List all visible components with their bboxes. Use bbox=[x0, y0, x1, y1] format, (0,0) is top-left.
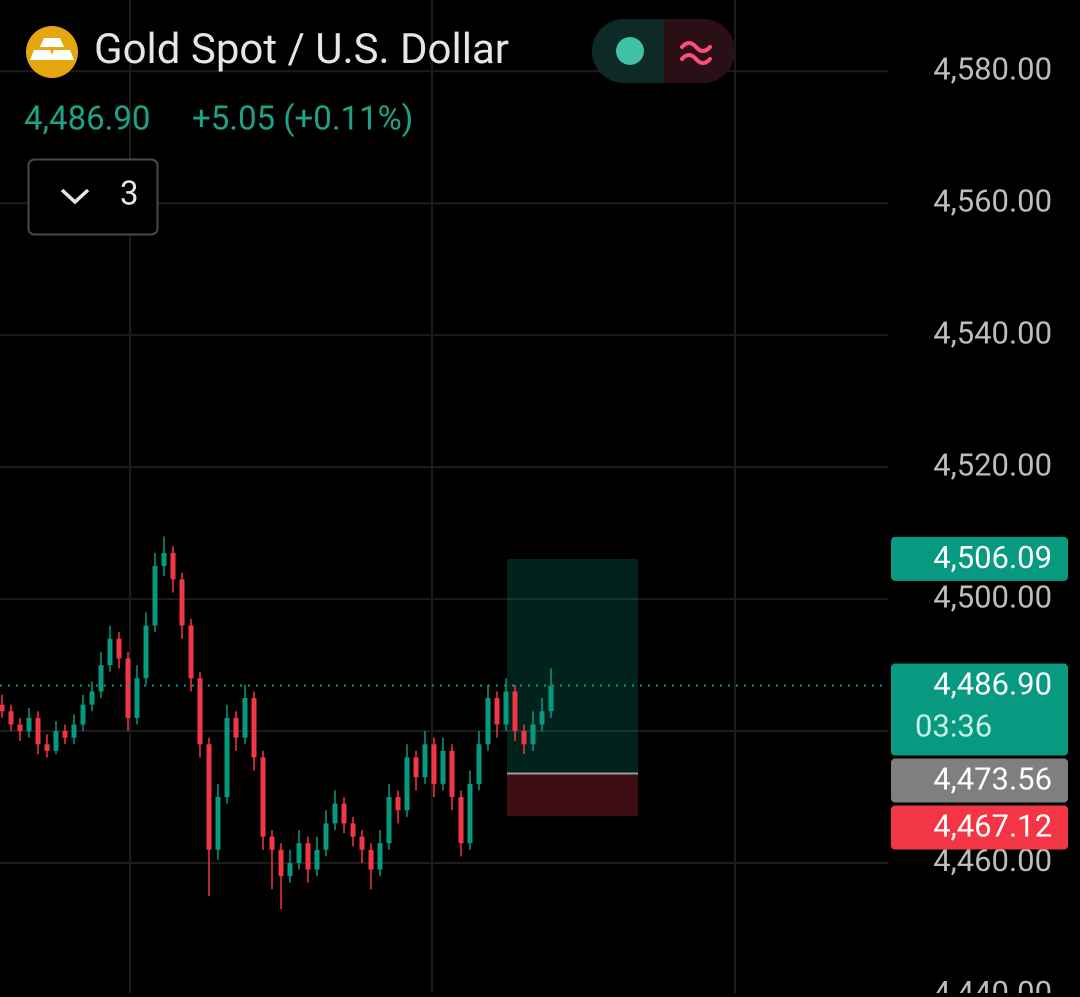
candle-body bbox=[404, 757, 410, 811]
candle-body bbox=[188, 625, 194, 679]
price-change: +5.05 (+0.11%) bbox=[192, 100, 413, 139]
candle-body bbox=[26, 717, 32, 732]
candle-body bbox=[152, 566, 158, 626]
candle-body bbox=[260, 757, 266, 837]
approx-icon bbox=[680, 41, 712, 65]
candle-body bbox=[323, 823, 329, 850]
indicators-count: 3 bbox=[120, 175, 139, 214]
candle-body bbox=[134, 678, 140, 718]
candle-body bbox=[512, 691, 518, 732]
candle-body bbox=[377, 843, 383, 870]
candle-body bbox=[53, 731, 59, 751]
price-tag bbox=[891, 758, 1068, 803]
candle-body bbox=[251, 698, 257, 758]
candle-body bbox=[530, 724, 536, 745]
candle-body bbox=[431, 744, 437, 784]
candle-body bbox=[116, 638, 122, 659]
candle-body bbox=[35, 717, 41, 745]
loss-zone bbox=[507, 773, 638, 817]
market-open-dot bbox=[616, 37, 644, 65]
candle-body bbox=[386, 797, 392, 844]
y-tick-label: 4,440.00 bbox=[933, 974, 1052, 993]
candle-body bbox=[269, 836, 275, 850]
candle-body bbox=[503, 691, 509, 725]
candle-body bbox=[98, 665, 104, 692]
candle-body bbox=[44, 744, 50, 751]
candle-body bbox=[350, 823, 356, 837]
candle-body bbox=[368, 849, 374, 870]
status-toggle[interactable] bbox=[592, 19, 735, 83]
candle-body bbox=[332, 803, 338, 824]
header: Gold Spot / U.S. Dollar 4,486.90 +5.05 (… bbox=[24, 19, 735, 236]
candle-body bbox=[8, 711, 14, 725]
candle-body bbox=[413, 757, 419, 778]
price-tag-label: 4,506.09 bbox=[933, 539, 1052, 576]
candle-body bbox=[548, 685, 554, 712]
countdown: 03:36 bbox=[915, 708, 992, 745]
price-tag bbox=[891, 663, 1068, 756]
candle-body bbox=[422, 744, 428, 778]
candle-body bbox=[242, 698, 248, 738]
y-tick-label: 4,580.00 bbox=[933, 50, 1052, 87]
candle-body bbox=[233, 717, 239, 738]
candle-body bbox=[224, 717, 230, 798]
candle-body bbox=[62, 731, 68, 738]
price-tag-label: 4,467.12 bbox=[933, 808, 1052, 845]
candle-body bbox=[170, 552, 176, 580]
gold-bars bbox=[30, 38, 74, 60]
candle-body bbox=[341, 803, 347, 824]
candle-body bbox=[359, 836, 365, 850]
last-price: 4,486.90 bbox=[24, 100, 150, 139]
chevron-down bbox=[60, 188, 90, 205]
candle-body bbox=[305, 843, 311, 870]
candle-body bbox=[494, 698, 500, 725]
candle-body bbox=[278, 849, 284, 877]
candle-body bbox=[197, 678, 203, 745]
candle-body bbox=[179, 579, 185, 626]
candle-body bbox=[440, 750, 446, 784]
candle-body bbox=[80, 704, 86, 725]
candle-body bbox=[89, 691, 95, 705]
candle-body bbox=[539, 711, 545, 725]
candle-body bbox=[107, 638, 113, 666]
profit-zone bbox=[507, 558, 638, 774]
candle-body bbox=[467, 783, 473, 844]
candle-body bbox=[161, 552, 167, 567]
candle-body bbox=[143, 625, 149, 679]
candle-body bbox=[17, 724, 23, 732]
candle-body bbox=[395, 797, 401, 811]
candle-body bbox=[215, 797, 221, 850]
candle-body bbox=[125, 658, 131, 718]
candle-body bbox=[458, 797, 464, 844]
indicators-toggle[interactable]: 3 bbox=[27, 158, 159, 236]
candle-body bbox=[449, 750, 455, 798]
y-tick-label: 4,540.00 bbox=[933, 314, 1052, 351]
candle-body bbox=[296, 843, 302, 864]
candle-body bbox=[0, 704, 5, 712]
indicators-box bbox=[27, 158, 159, 236]
price-tag bbox=[891, 805, 1068, 850]
y-tick-label: 4,500.00 bbox=[933, 578, 1052, 615]
gold-icon bbox=[26, 26, 78, 78]
candle-body bbox=[287, 863, 293, 877]
candle-body bbox=[521, 731, 527, 745]
y-tick-label: 4,560.00 bbox=[933, 182, 1052, 219]
price-tag-label: 4,486.90 bbox=[933, 666, 1052, 703]
y-tick-label: 4,520.00 bbox=[933, 446, 1052, 483]
candle-body bbox=[71, 724, 77, 738]
candle-body bbox=[314, 849, 320, 870]
price-tag bbox=[891, 536, 1068, 581]
symbol-title[interactable]: Gold Spot / U.S. Dollar bbox=[94, 25, 509, 74]
candle-body bbox=[206, 744, 212, 850]
candle-body bbox=[485, 698, 491, 745]
price-tag-label: 4,473.56 bbox=[933, 761, 1052, 798]
candle-body bbox=[476, 744, 482, 784]
